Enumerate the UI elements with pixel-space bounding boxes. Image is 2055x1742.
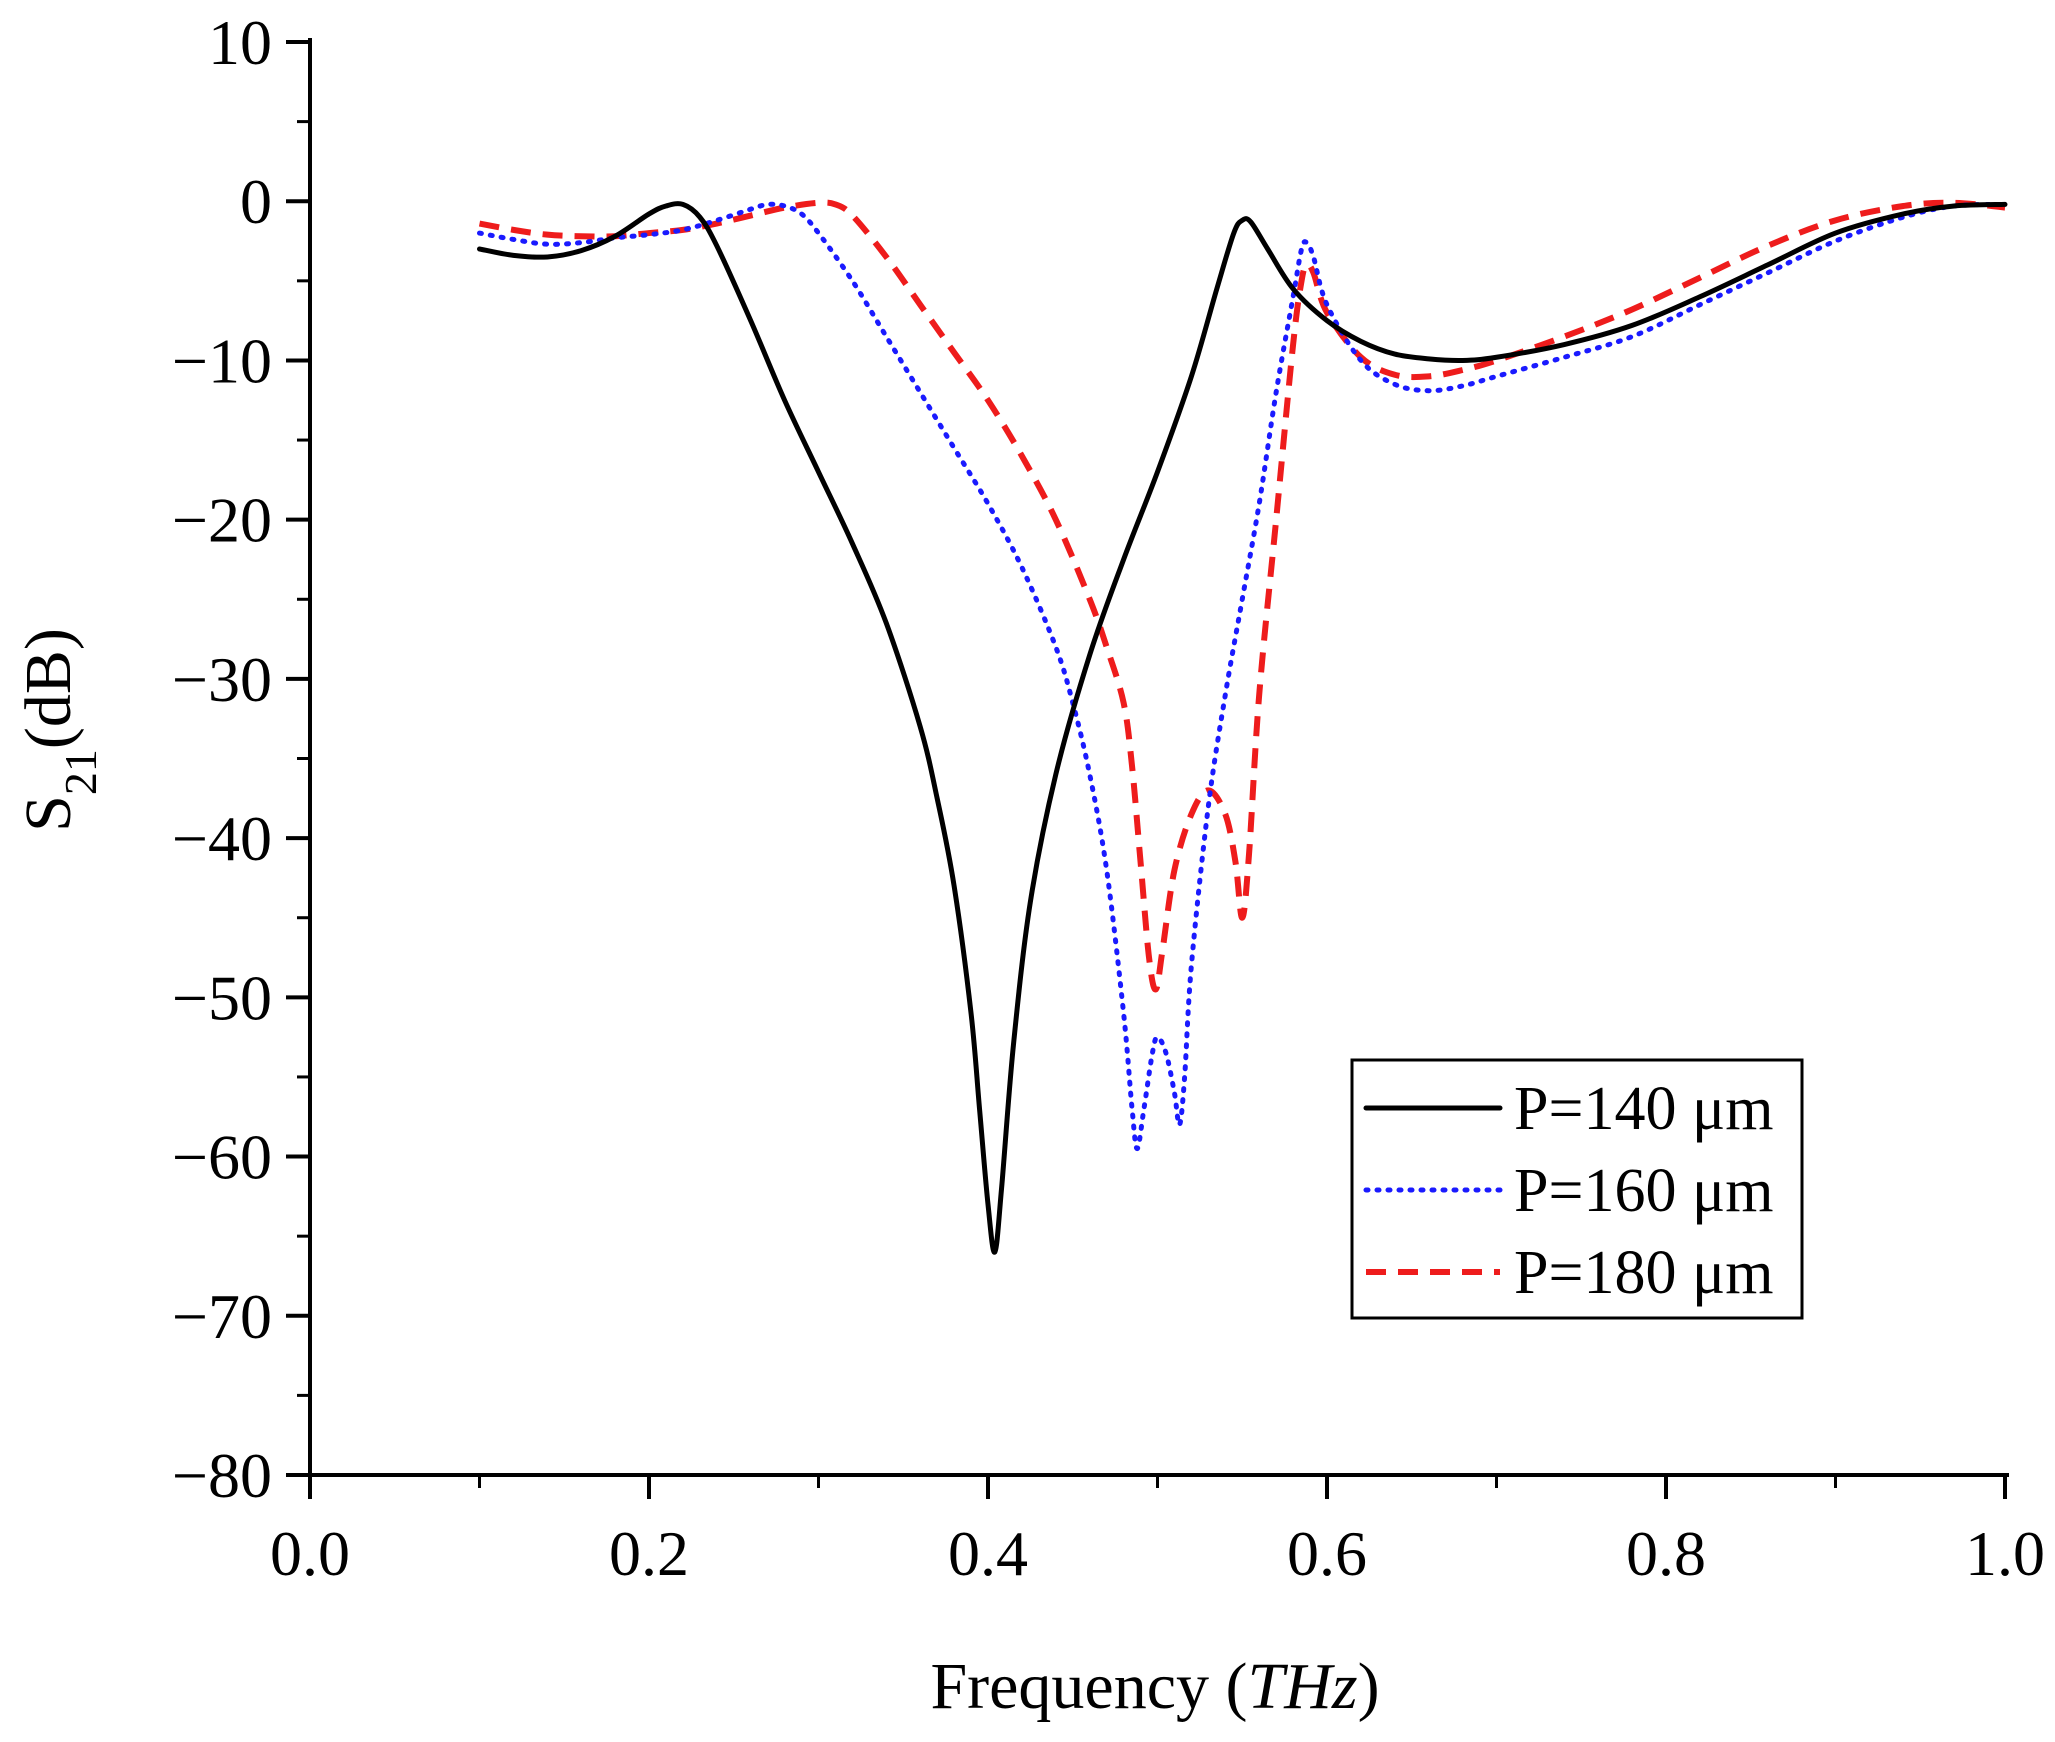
x-tick-label: 0.0	[270, 1518, 350, 1589]
y-tick-label: −30	[172, 644, 272, 715]
axes: 10 0 −10 −20 −30 −40 −50 −60 −70 −800.0 0.2 0.4 0.6 0…	[172, 7, 2045, 1589]
y-tick-label: −80	[172, 1440, 272, 1511]
legend-label: P=180 μm	[1514, 1239, 1773, 1307]
y-tick-label: 0	[240, 166, 272, 237]
y-tick-label: 10	[208, 7, 272, 78]
y-axis-title-main: S	[12, 795, 85, 832]
y-axis-title: S21(dB)	[12, 628, 106, 832]
series-line-180	[478, 199, 2006, 993]
x-tick-label: 1.0	[1965, 1518, 2045, 1589]
legend-label: P=140 μm	[1514, 1075, 1773, 1143]
legend: P=140 μm P=160 μm P=180 μm	[1350, 1058, 1804, 1320]
series-line-140	[477, 201, 2008, 1255]
x-tick-label: 0.4	[948, 1518, 1028, 1589]
legend-label: P=160 μm	[1514, 1157, 1773, 1225]
y-tick-label: −70	[172, 1281, 272, 1352]
y-tick-label: −40	[172, 803, 272, 874]
x-axis-title: Frequency (THz)	[930, 1650, 1379, 1723]
x-tick-label: 0.8	[1626, 1518, 1706, 1589]
x-tick-label: 0.2	[609, 1518, 689, 1589]
y-tick-label: −20	[172, 485, 272, 556]
x-axis-title-unit: THz	[1248, 1650, 1358, 1723]
legend-box	[1350, 1058, 1804, 1320]
x-axis-title-main: Frequency (	[930, 1650, 1247, 1723]
plot-area	[477, 199, 2008, 1255]
y-tick-label: −10	[172, 325, 272, 396]
series-line-160	[477, 201, 2008, 1152]
y-axis-title-unit: (dB)	[12, 628, 85, 749]
y-tick-label: −50	[172, 962, 272, 1033]
x-tick-label: 0.6	[1287, 1518, 1367, 1589]
y-axis-title-subscript: 21	[55, 749, 106, 795]
y-tick-label: −60	[172, 1122, 272, 1193]
x-axis-title-close: )	[1358, 1650, 1380, 1723]
